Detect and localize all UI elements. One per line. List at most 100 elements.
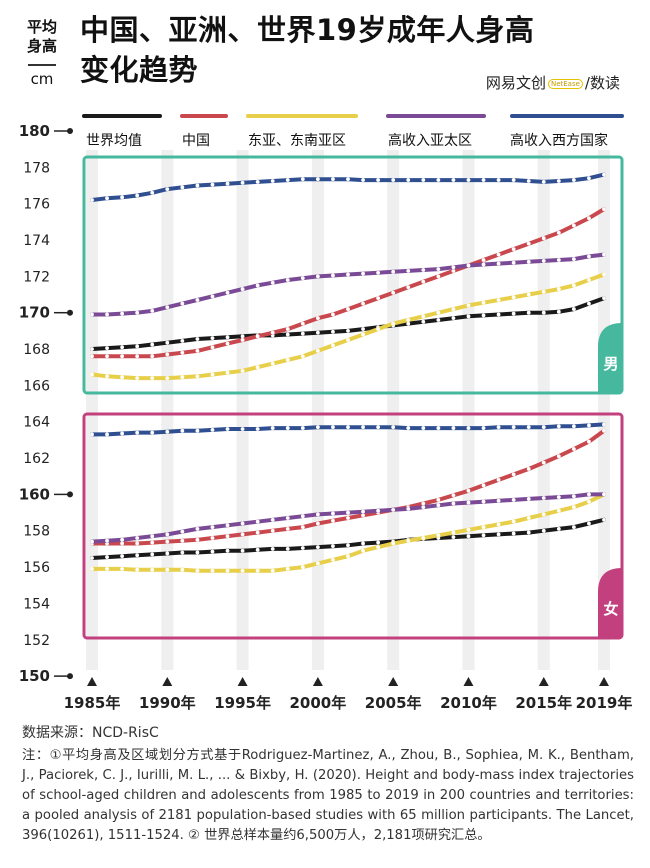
y-tick-label-154: 154 bbox=[23, 596, 50, 612]
data-point-east_asia-female-2007 bbox=[421, 536, 426, 540]
data-point-china-female-2007 bbox=[421, 501, 426, 506]
data-point-high_income_west-male-1987 bbox=[120, 195, 125, 200]
data-point-china-female-2008 bbox=[436, 497, 441, 502]
x-tick-label-1985: 1985年 bbox=[64, 694, 121, 712]
data-point-world-female-1995 bbox=[240, 548, 245, 553]
data-point-high_income_ap-female-2004 bbox=[376, 508, 381, 513]
data-point-china-female-1999 bbox=[300, 525, 305, 530]
x-tick-label-2019: 2019年 bbox=[576, 694, 633, 712]
data-point-east_asia-male-2006 bbox=[406, 318, 411, 322]
data-point-china-male-2008 bbox=[436, 274, 441, 279]
series-line-high_income_west-female bbox=[90, 422, 606, 437]
data-point-world-male-2012 bbox=[496, 312, 501, 317]
panel-label-female: 女 bbox=[603, 600, 618, 618]
data-point-high_income_west-male-1998 bbox=[285, 178, 290, 182]
data-point-world-female-2004 bbox=[376, 540, 381, 545]
data-point-high_income_west-male-2003 bbox=[361, 178, 365, 182]
data-point-high_income_ap-male-1994 bbox=[225, 290, 230, 295]
data-point-world-female-1999 bbox=[300, 546, 305, 550]
data-point-china-female-2014 bbox=[526, 467, 531, 471]
data-point-east_asia-male-2002 bbox=[346, 338, 350, 342]
data-point-east_asia-male-2011 bbox=[481, 300, 486, 305]
brand-logo: NetEase bbox=[547, 78, 583, 89]
data-point-china-female-2010 bbox=[466, 488, 471, 493]
x-tick-label-1995: 1995年 bbox=[214, 694, 271, 712]
y-tick-label-170: 170 bbox=[19, 304, 50, 322]
y-tick-label-150: 150 bbox=[19, 667, 50, 685]
data-point-east_asia-female-2018 bbox=[587, 499, 591, 504]
data-point-china-male-2011 bbox=[481, 258, 486, 262]
data-point-high_income_ap-male-2008 bbox=[436, 267, 441, 271]
x-tick-mark-2015 bbox=[538, 677, 549, 686]
data-point-china-female-1990 bbox=[165, 539, 170, 544]
data-point-high_income_west-male-1996 bbox=[255, 179, 260, 184]
data-point-high_income_west-female-1998 bbox=[285, 426, 290, 430]
data-point-high_income_ap-male-2009 bbox=[451, 265, 456, 270]
data-point-high_income_west-male-2004 bbox=[376, 178, 381, 182]
data-point-world-male-2005 bbox=[391, 323, 396, 328]
data-point-east_asia-female-2008 bbox=[436, 533, 441, 538]
data-point-china-male-1989 bbox=[150, 354, 155, 359]
data-point-china-male-1996 bbox=[255, 334, 260, 339]
data-point-high_income_ap-female-2006 bbox=[406, 507, 411, 511]
grid-band-2019 bbox=[598, 150, 610, 670]
data-point-china-male-1991 bbox=[180, 350, 185, 355]
y-tick-label-162: 162 bbox=[23, 451, 50, 467]
legend-label-high-income-west: 高收入西方国家 bbox=[510, 133, 608, 149]
data-point-high_income_ap-male-2012 bbox=[496, 261, 501, 266]
data-point-china-male-1990 bbox=[165, 352, 170, 357]
data-point-east_asia-female-1998 bbox=[285, 566, 290, 571]
data-point-china-male-2000 bbox=[315, 316, 320, 321]
series-line-east_asia-male bbox=[90, 272, 606, 381]
data-point-world-male-2015 bbox=[541, 310, 546, 315]
data-point-east_asia-male-1990 bbox=[165, 376, 170, 381]
data-point-high_income_ap-female-1991 bbox=[180, 529, 185, 534]
data-point-china-male-2014 bbox=[526, 241, 531, 246]
data-point-high_income_west-female-2009 bbox=[451, 426, 456, 430]
series-line-high_income_ap-female bbox=[90, 492, 606, 544]
data-point-high_income_ap-male-1990 bbox=[165, 305, 170, 310]
data-point-high_income_ap-female-1996 bbox=[255, 519, 260, 524]
data-point-high_income_ap-female-2003 bbox=[361, 509, 365, 514]
data-point-high_income_west-male-2006 bbox=[406, 178, 411, 182]
data-point-east_asia-female-2019 bbox=[602, 492, 606, 497]
data-point-east_asia-male-2004 bbox=[376, 327, 381, 331]
data-point-world-female-2018 bbox=[587, 521, 591, 526]
data-point-east_asia-male-2017 bbox=[571, 283, 576, 288]
data-point-east_asia-female-1989 bbox=[150, 567, 155, 572]
data-point-east_asia-female-1999 bbox=[300, 565, 305, 569]
data-point-east_asia-male-2000 bbox=[315, 348, 320, 353]
data-point-high_income_ap-male-1999 bbox=[300, 276, 305, 281]
data-point-china-male-1988 bbox=[135, 354, 140, 359]
data-point-high_income_ap-male-2018 bbox=[587, 254, 591, 259]
y-tick-label-168: 168 bbox=[23, 342, 50, 358]
data-point-world-male-2016 bbox=[556, 309, 561, 314]
data-point-china-female-1988 bbox=[135, 541, 140, 546]
legend-swatch-high-income-ap bbox=[386, 114, 486, 118]
data-point-east_asia-female-2001 bbox=[331, 557, 335, 562]
legend-swatch-china bbox=[180, 114, 228, 118]
data-point-world-male-2013 bbox=[511, 311, 516, 316]
chart-title: 中国、亚洲、世界19岁成年人身高 变化趋势 bbox=[80, 10, 640, 90]
data-point-east_asia-female-2012 bbox=[496, 522, 501, 527]
data-point-high_income_ap-male-2000 bbox=[315, 274, 320, 279]
data-point-china-female-1989 bbox=[150, 540, 155, 545]
data-point-china-male-2007 bbox=[421, 279, 426, 284]
data-point-china-male-2017 bbox=[571, 223, 576, 228]
x-tick-mark-2005 bbox=[388, 677, 399, 686]
data-point-high_income_ap-male-1988 bbox=[135, 310, 140, 315]
data-point-high_income_ap-male-2011 bbox=[481, 262, 486, 267]
data-point-china-male-2015 bbox=[541, 236, 546, 241]
data-point-world-female-1998 bbox=[285, 547, 290, 551]
brand-left: 网易 bbox=[485, 74, 516, 92]
data-point-high_income_ap-male-2004 bbox=[376, 270, 381, 275]
data-point-east_asia-male-2018 bbox=[587, 278, 591, 282]
data-point-high_income_west-female-2006 bbox=[406, 426, 411, 430]
data-point-high_income_west-male-2007 bbox=[421, 178, 426, 182]
data-point-world-male-2003 bbox=[361, 327, 365, 331]
data-point-world-female-1991 bbox=[180, 550, 185, 555]
data-point-world-male-2001 bbox=[331, 329, 335, 334]
data-point-high_income_west-female-2017 bbox=[571, 424, 576, 429]
data-point-high_income_ap-female-1987 bbox=[120, 537, 125, 542]
data-point-east_asia-male-2008 bbox=[436, 310, 441, 315]
